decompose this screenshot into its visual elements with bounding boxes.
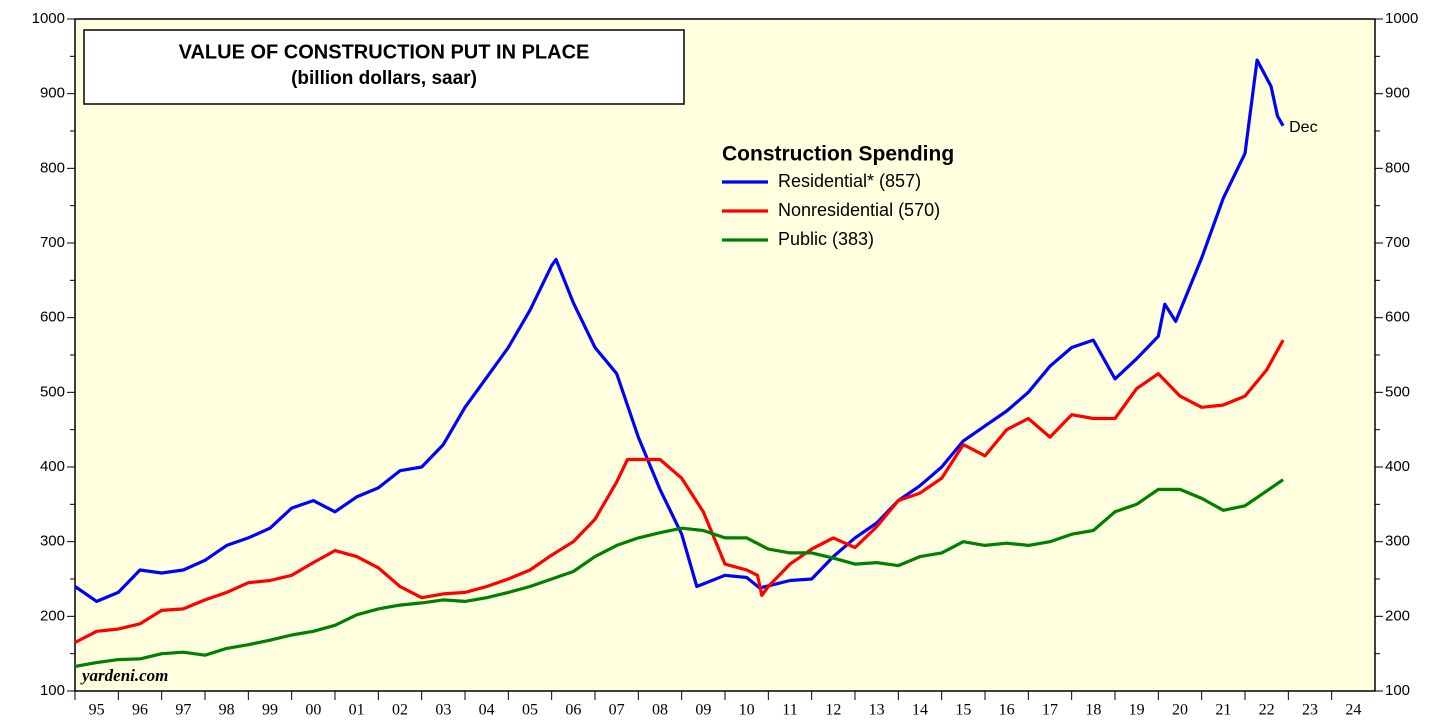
x-tick-label: 97 bbox=[175, 702, 191, 719]
source: yardeni.com bbox=[80, 666, 168, 685]
y-tick-label: 400 bbox=[40, 458, 65, 475]
y-tick-label: 900 bbox=[40, 85, 65, 102]
x-tick-label: 99 bbox=[262, 702, 278, 719]
y2-tick-label: 700 bbox=[1385, 234, 1410, 251]
plot-area bbox=[74, 18, 1376, 692]
x-tick-label: 19 bbox=[1129, 702, 1145, 719]
x-tick-label: 11 bbox=[782, 702, 797, 719]
x-tick-label: 06 bbox=[565, 702, 581, 719]
y2-tick-label: 100 bbox=[1385, 682, 1410, 699]
y2-tick-label: 300 bbox=[1385, 533, 1410, 550]
y2-tick-label: 600 bbox=[1385, 309, 1410, 326]
x-tick-label: 10 bbox=[739, 702, 755, 719]
y-tick-label: 200 bbox=[40, 607, 65, 624]
chart-subtitle: (billion dollars, saar) bbox=[291, 68, 477, 89]
x-tick-label: 21 bbox=[1215, 702, 1231, 719]
series-line bbox=[74, 339, 1285, 644]
legend-label: Residential* (857) bbox=[778, 171, 921, 191]
x-tick-label: 00 bbox=[305, 702, 321, 719]
y2-tick-label: 200 bbox=[1385, 607, 1410, 624]
y2-tick-label: 900 bbox=[1385, 85, 1410, 102]
annotation: Dec bbox=[1289, 119, 1317, 136]
x-tick-label: 23 bbox=[1302, 702, 1318, 719]
chart-title: VALUE OF CONSTRUCTION PUT IN PLACE bbox=[179, 41, 590, 63]
y-tick-label: 700 bbox=[40, 234, 65, 251]
y2-tick-label: 400 bbox=[1385, 458, 1410, 475]
x-tick-label: 03 bbox=[435, 702, 451, 719]
legend-label: Nonresidential (570) bbox=[778, 200, 940, 220]
x-tick-label: 96 bbox=[132, 702, 148, 719]
legend-label: Public (383) bbox=[778, 229, 874, 249]
y2-tick-label: 800 bbox=[1385, 159, 1410, 176]
x-tick-label: 16 bbox=[999, 702, 1015, 719]
y2-tick-label: 1000 bbox=[1385, 10, 1418, 27]
y-tick-label: 800 bbox=[40, 159, 65, 176]
x-tick-label: 24 bbox=[1345, 702, 1361, 719]
x-tick-label: 95 bbox=[89, 702, 105, 719]
x-tick-label: 09 bbox=[695, 702, 711, 719]
y2-tick-label: 500 bbox=[1385, 383, 1410, 400]
x-tick-label: 08 bbox=[652, 702, 668, 719]
series-line bbox=[74, 58, 1285, 603]
x-tick-label: 14 bbox=[912, 702, 928, 719]
x-tick-label: 01 bbox=[349, 702, 365, 719]
legend-title: Construction Spending bbox=[722, 143, 954, 166]
y-tick-label: 300 bbox=[40, 533, 65, 550]
x-tick-label: 12 bbox=[825, 702, 841, 719]
x-tick-label: 05 bbox=[522, 702, 538, 719]
y-tick-label: 600 bbox=[40, 309, 65, 326]
x-tick-label: 07 bbox=[609, 702, 625, 719]
x-tick-label: 98 bbox=[219, 702, 235, 719]
x-tick-label: 20 bbox=[1172, 702, 1188, 719]
x-tick-label: 15 bbox=[955, 702, 971, 719]
y-tick-label: 100 bbox=[40, 682, 65, 699]
y-tick-label: 1000 bbox=[32, 10, 65, 27]
x-tick-label: 02 bbox=[392, 702, 408, 719]
title-box bbox=[83, 29, 685, 105]
series-line bbox=[74, 478, 1285, 668]
x-tick-label: 22 bbox=[1259, 702, 1275, 719]
y-tick-label: 500 bbox=[40, 383, 65, 400]
x-tick-label: 18 bbox=[1085, 702, 1101, 719]
x-tick-label: 17 bbox=[1042, 702, 1058, 719]
x-tick-label: 13 bbox=[869, 702, 885, 719]
x-tick-label: 04 bbox=[479, 702, 495, 719]
